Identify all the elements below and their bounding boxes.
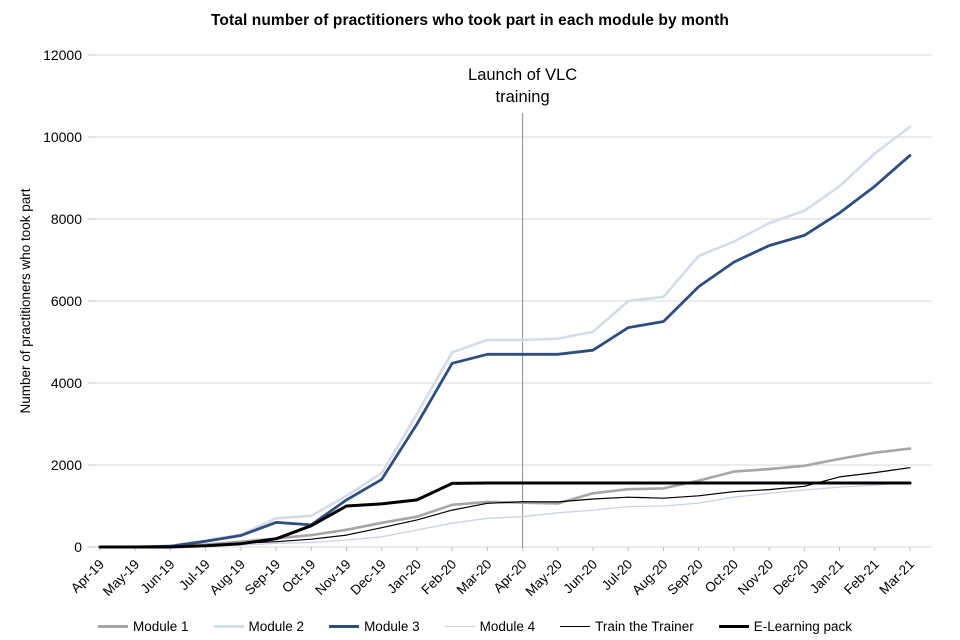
legend-label-module-3: Module 3 — [364, 618, 420, 634]
legend-swatch-module-4 — [444, 625, 475, 627]
x-tick-label: Sep-19 — [242, 557, 283, 598]
x-tick-label: Dec-19 — [347, 557, 388, 598]
y-tick-label: 0 — [74, 539, 82, 555]
annotation-text: Launch of VLC — [468, 66, 577, 84]
x-tick-label: Jan-20 — [384, 557, 424, 597]
legend: Module 1 Module 2 Module 3 Module 4 Train th… — [0, 614, 950, 638]
x-tick-label: Oct-20 — [702, 557, 741, 596]
x-tick-label: Mar-21 — [876, 557, 917, 598]
y-tick-label: 4000 — [51, 375, 82, 391]
chart-title: Total number of practitioners who took p… — [211, 12, 729, 29]
legend-swatch-module-3 — [329, 624, 360, 628]
y-tick-label: 2000 — [51, 457, 82, 473]
x-tick-label: Jun-20 — [560, 557, 600, 597]
legend-item-module-2: Module 2 — [213, 618, 305, 634]
series-line-e-learning-pack — [98, 481, 912, 549]
x-tick-label: Feb-21 — [841, 557, 882, 598]
x-tick-label: Dec-20 — [770, 557, 811, 598]
x-tick-label: Nov-19 — [312, 557, 353, 598]
y-axis-label: Number of practitioners who took part — [18, 188, 33, 413]
legend-item-e-learning-pack: E-Learning pack — [718, 618, 853, 634]
x-tick-label: Mar-20 — [454, 557, 495, 598]
legend-swatch-module-2 — [213, 624, 244, 628]
series-line-train-the-trainer — [99, 467, 911, 548]
y-tick-label: 6000 — [51, 293, 82, 309]
x-tick-label: Aug-19 — [207, 557, 248, 598]
series-line-module-1 — [98, 447, 912, 549]
legend-item-module-1: Module 1 — [97, 618, 189, 634]
y-tick-label: 8000 — [51, 211, 82, 227]
legend-swatch-train-the-trainer — [560, 625, 591, 627]
x-tick-label: Sep-20 — [664, 557, 705, 598]
series-line-module-3 — [98, 153, 912, 549]
x-tick-label: Feb-20 — [418, 557, 459, 598]
y-tick-label: 12000 — [43, 47, 82, 63]
legend-label-train-the-trainer: Train the Trainer — [595, 618, 694, 634]
x-tick-label: May-20 — [523, 557, 565, 599]
legend-label-module-1: Module 1 — [132, 618, 189, 634]
legend-item-train-the-trainer: Train the Trainer — [560, 619, 694, 634]
legend-swatch-e-learning-pack — [718, 624, 749, 628]
legend-label-module-2: Module 2 — [248, 618, 305, 634]
legend-swatch-module-1 — [97, 624, 128, 628]
x-tick-label: May-19 — [100, 557, 142, 599]
annotation-text: training — [496, 88, 550, 106]
chart-svg: 020004000600080001000012000Apr-19May-19J… — [18, 47, 932, 599]
legend-item-module-3: Module 3 — [329, 619, 420, 634]
x-tick-label: Nov-20 — [735, 557, 776, 598]
x-tick-label: Jun-19 — [138, 557, 178, 597]
x-tick-label: Aug-20 — [629, 557, 670, 598]
y-tick-label: 10000 — [43, 129, 82, 145]
x-tick-label: Oct-19 — [279, 557, 318, 596]
legend-item-module-4: Module 4 — [444, 618, 536, 634]
legend-label-e-learning-pack: E-Learning pack — [753, 618, 853, 634]
x-tick-label: Jan-21 — [807, 557, 847, 597]
legend-label-module-4: Module 4 — [479, 618, 536, 634]
